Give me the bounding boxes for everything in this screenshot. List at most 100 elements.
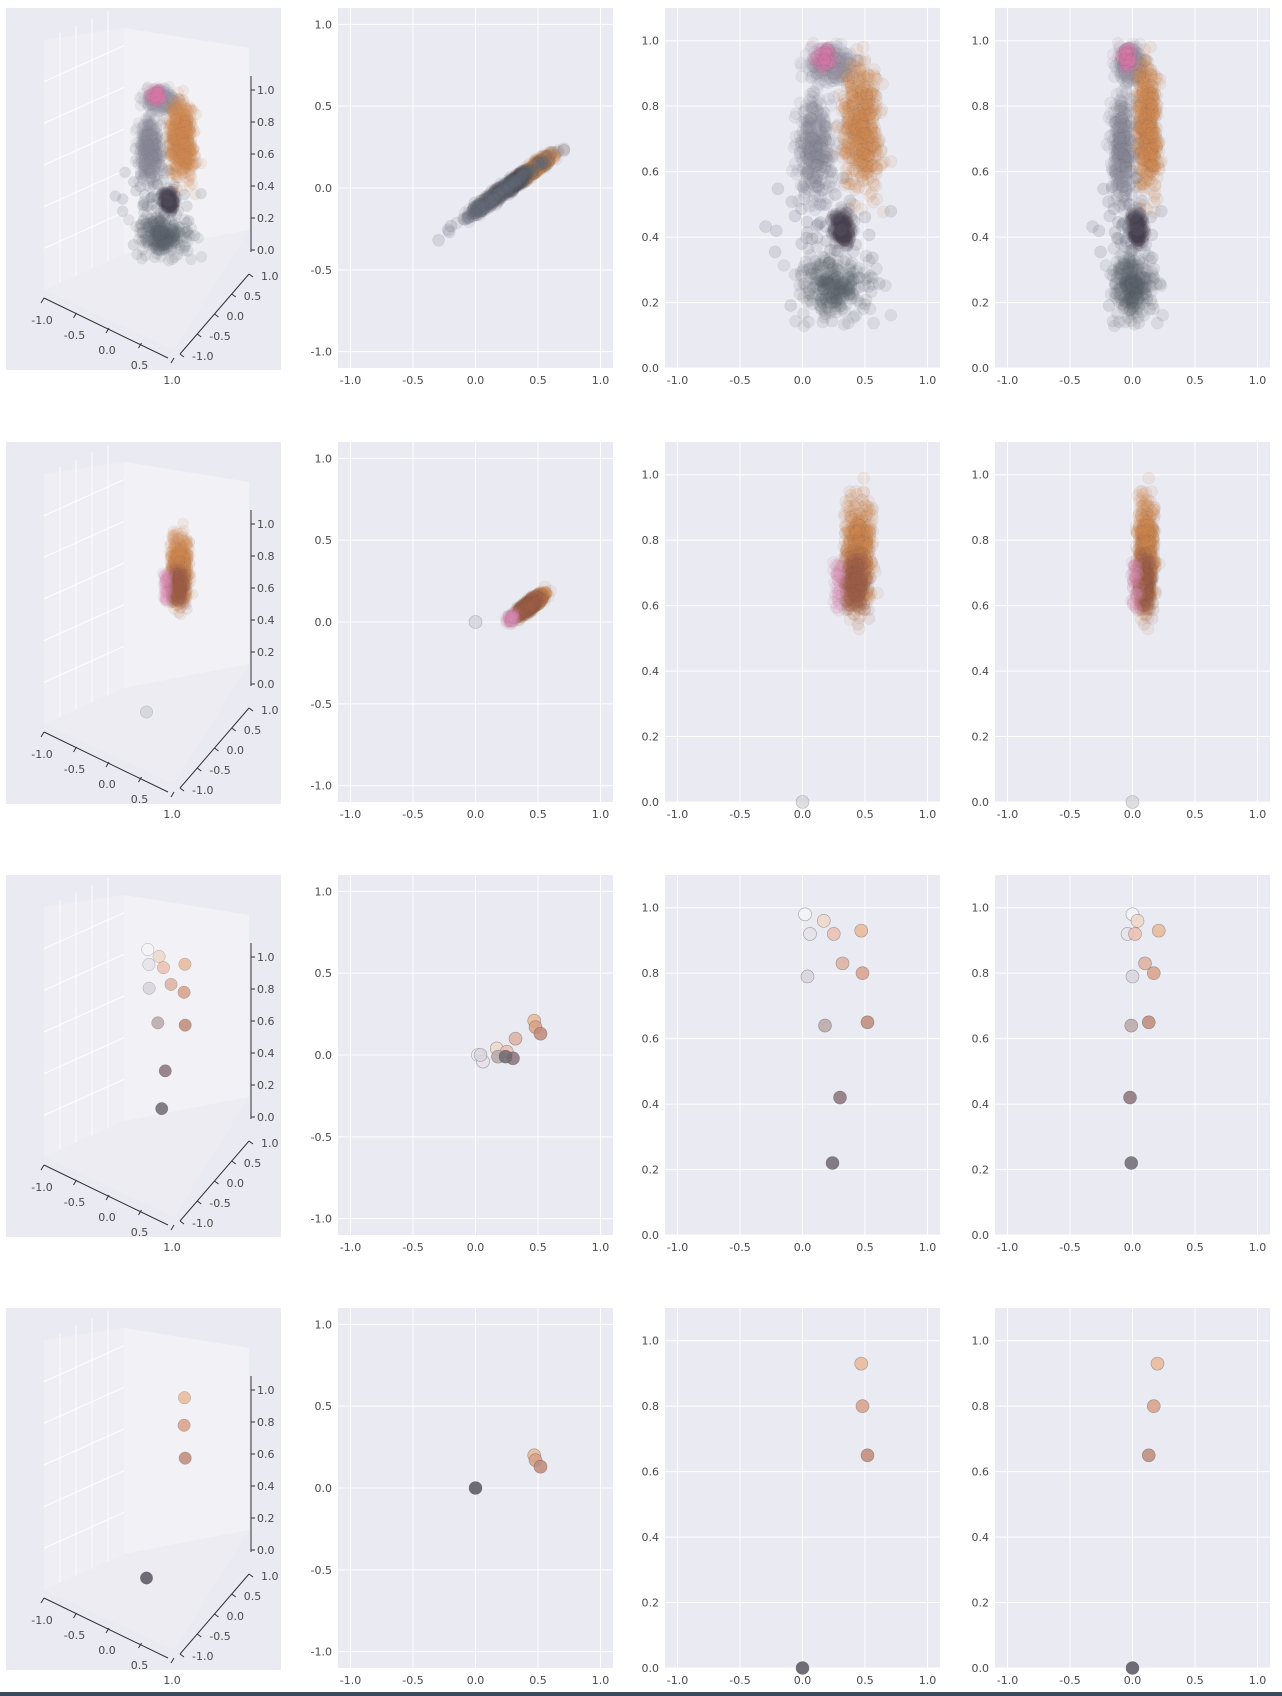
data-point	[138, 158, 150, 171]
data-point	[510, 178, 524, 191]
data-point	[152, 92, 164, 104]
data-point	[177, 150, 190, 162]
data-point	[157, 91, 169, 104]
data-point	[165, 207, 177, 219]
x-tick-label: 1.0	[163, 374, 181, 387]
data-point	[795, 237, 809, 250]
data-point	[178, 110, 191, 123]
data-point	[148, 227, 161, 239]
data-point	[153, 86, 166, 99]
data-point	[161, 201, 174, 214]
data-point	[175, 124, 188, 137]
data-point	[884, 308, 898, 322]
data-point	[499, 183, 513, 196]
data-point	[176, 100, 188, 113]
data-point	[505, 176, 519, 190]
data-point	[166, 124, 179, 136]
data-point	[150, 101, 162, 113]
data-point	[142, 89, 155, 102]
data-point	[155, 160, 167, 173]
data-point	[153, 83, 165, 96]
data-point	[152, 95, 165, 107]
y-tick	[214, 313, 219, 318]
data-point	[160, 191, 173, 203]
data-point	[181, 159, 193, 172]
data-point	[181, 130, 193, 143]
data-point	[141, 145, 153, 158]
data-point	[159, 226, 172, 239]
data-point	[173, 93, 185, 105]
data-point	[146, 131, 158, 143]
data-point	[155, 164, 168, 177]
data-point	[185, 146, 197, 158]
data-point	[187, 159, 199, 172]
data-point	[162, 98, 174, 111]
data-point	[182, 215, 195, 227]
data-point	[150, 133, 162, 146]
data-point	[165, 134, 177, 147]
data-point	[186, 121, 199, 133]
data-point	[168, 225, 181, 238]
data-point	[160, 233, 173, 245]
data-point	[167, 96, 179, 108]
back-pane-left	[44, 28, 124, 290]
data-point	[178, 126, 190, 139]
data-point	[177, 161, 189, 174]
y-tick-label: 0.0	[227, 310, 245, 323]
data-point	[177, 163, 189, 175]
data-point	[487, 187, 501, 201]
data-point	[161, 242, 173, 255]
data-point	[149, 170, 161, 183]
data-point	[141, 125, 153, 138]
data-point	[156, 96, 169, 109]
data-point	[157, 233, 170, 245]
data-point	[161, 200, 173, 213]
data-point	[503, 183, 517, 196]
data-point	[155, 84, 167, 97]
data-point	[157, 101, 170, 113]
data-point	[162, 241, 174, 253]
panel-r1-c4: -1.0 -0.5 0.0 0.5 1.0 1.0 0.8 0.6 0.4 0.2 0.0	[972, 8, 1282, 388]
data-point	[145, 154, 157, 166]
data-point	[155, 240, 167, 252]
data-point	[495, 188, 509, 202]
data-point	[149, 239, 161, 252]
data-point	[843, 194, 857, 208]
data-point	[149, 89, 162, 101]
data-point	[144, 164, 157, 177]
data-point	[159, 102, 171, 115]
data-point	[512, 174, 525, 188]
data-point	[179, 147, 192, 160]
data-point	[510, 180, 523, 194]
data-point	[150, 178, 163, 190]
data-point	[159, 226, 171, 238]
data-point	[157, 204, 169, 216]
data-point	[172, 117, 185, 129]
data-point	[476, 199, 490, 212]
data-point	[174, 113, 186, 125]
data-point	[159, 99, 171, 112]
data-point	[180, 122, 193, 135]
data-point	[150, 99, 163, 111]
data-point	[180, 140, 193, 152]
data-point	[155, 146, 168, 159]
data-point	[161, 182, 174, 194]
data-point	[498, 184, 511, 197]
data-point	[172, 143, 184, 155]
data-point	[167, 91, 179, 104]
data-point	[145, 143, 157, 156]
data-point	[182, 135, 195, 147]
data-point	[146, 149, 159, 162]
data-point	[185, 145, 197, 157]
data-point	[135, 144, 147, 157]
data-point	[162, 100, 174, 112]
data-point	[176, 158, 189, 171]
data-point	[162, 235, 175, 248]
data-point	[168, 224, 180, 237]
data-point	[140, 125, 152, 137]
data-point	[138, 144, 150, 157]
data-point	[151, 157, 163, 170]
data-point	[494, 187, 507, 200]
data-point	[166, 190, 179, 203]
